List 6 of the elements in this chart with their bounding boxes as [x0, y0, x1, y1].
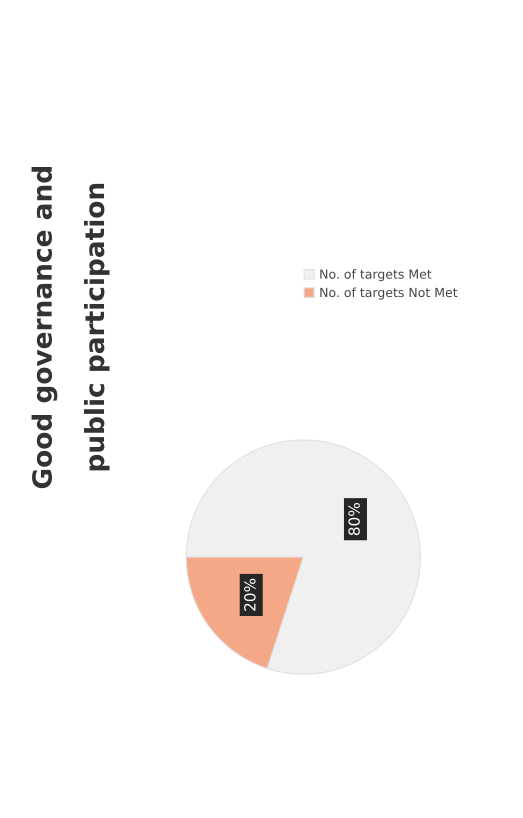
data-label: 80%: [348, 503, 360, 536]
pie-slice: [186, 439, 422, 675]
legend-label: No. of targets Met: [320, 269, 432, 282]
data-label: 20%: [244, 578, 256, 611]
legend-label: No. of targets Not Met: [320, 287, 458, 300]
text: Good governance and public participation: [32, 167, 110, 488]
